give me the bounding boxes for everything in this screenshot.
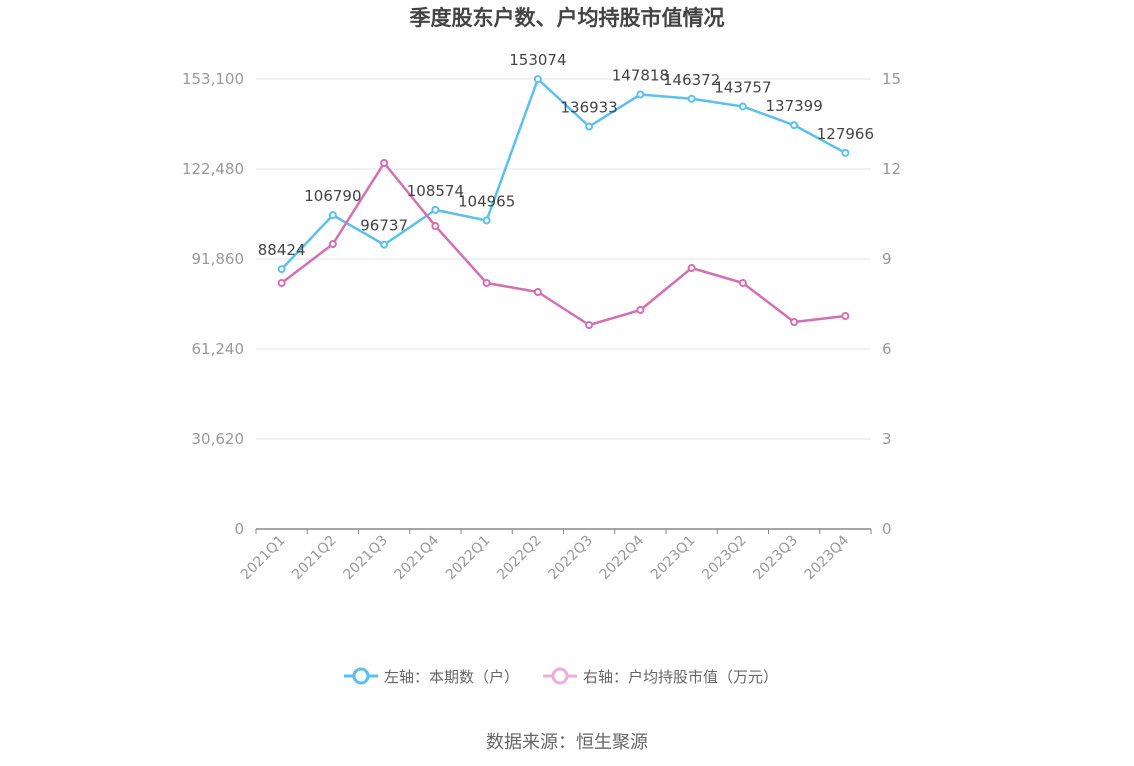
legend-label: 右轴：户均持股市值（万元）: [583, 668, 778, 686]
data-point-series-2: [482, 279, 491, 287]
data-point-series-1: [328, 211, 337, 220]
x-tick-label: 2021Q3: [340, 533, 391, 584]
x-tick-label: 2022Q1: [443, 533, 494, 584]
x-tick-label: 2021Q1: [238, 533, 289, 584]
grid-lines: [256, 78, 871, 440]
x-axis-ticks: 2021Q1 2021Q2 2021Q3 2021Q4 2022Q1 2022Q2 2022…: [238, 532, 852, 583]
x-tick-label: 2022Q4: [597, 532, 648, 583]
data-point-series-2: [841, 312, 850, 320]
data-point-series-2: [636, 306, 645, 314]
data-label: 137399: [765, 97, 822, 115]
left-tick-label: 30,620: [192, 430, 245, 448]
data-point-series-1: [585, 122, 594, 131]
series-line-1: [280, 77, 846, 270]
left-tick-label: 122,480: [182, 160, 244, 178]
data-point-series-1: [636, 90, 645, 99]
legend-item-1[interactable]: 左轴：本期数（户）: [344, 667, 519, 686]
data-label: 147818: [612, 67, 669, 85]
x-tick-label: 2021Q4: [392, 532, 443, 583]
data-point-series-2: [687, 264, 696, 272]
legend-item-2[interactable]: 右轴：户均持股市值（万元）: [543, 667, 778, 686]
data-point-series-2: [277, 279, 286, 287]
series-group: [277, 75, 850, 329]
data-point-series-2: [328, 240, 337, 248]
data-point-series-1: [533, 75, 542, 84]
left-tick-label: 0: [234, 520, 244, 538]
left-tick-label: 61,240: [192, 340, 245, 358]
legend[interactable]: 左轴：本期数（户） 右轴：户均持股市值（万元）: [344, 667, 778, 686]
data-point-series-1: [277, 265, 286, 274]
x-tick-label: 2023Q1: [648, 533, 699, 584]
right-tick-label: 9: [882, 250, 892, 268]
data-point-series-1: [841, 148, 850, 157]
data-point-series-1: [380, 240, 389, 249]
right-tick-label: 0: [882, 520, 892, 538]
data-point-series-2: [533, 288, 542, 296]
data-point-series-1: [431, 205, 440, 214]
legend-swatch-marker: [551, 667, 569, 685]
data-point-series-1: [738, 102, 747, 111]
data-label: 104965: [458, 192, 515, 210]
left-axis-ticks: 0 30,620 61,240 91,860 122,480 153,100: [182, 70, 244, 538]
data-label: 153074: [509, 51, 566, 69]
data-point-series-1: [790, 121, 799, 130]
x-tick-label: 2022Q2: [494, 533, 545, 584]
data-point-series-2: [790, 318, 799, 326]
right-tick-label: 3: [882, 430, 892, 448]
source-note: 数据来源：恒生聚源: [486, 732, 648, 753]
right-tick-label: 15: [882, 70, 901, 88]
right-tick-label: 12: [882, 160, 901, 178]
series-line-2: [280, 161, 846, 327]
data-label: 88424: [258, 241, 306, 259]
x-tick-label: 2023Q3: [750, 533, 801, 584]
data-point-series-2: [431, 222, 440, 230]
data-label: 96737: [360, 217, 408, 235]
x-tick-label: 2023Q2: [699, 533, 750, 584]
x-tick-label: 2023Q4: [802, 532, 853, 583]
data-label: 127966: [817, 125, 874, 143]
data-point-series-2: [380, 159, 389, 167]
legend-swatch-marker: [352, 667, 370, 685]
data-label: 143757: [714, 78, 771, 96]
x-tick-label: 2021Q2: [289, 533, 340, 584]
right-axis-ticks: 0 3 6 9 12 15: [882, 70, 901, 538]
data-point-series-2: [585, 321, 594, 329]
right-tick-label: 6: [882, 340, 892, 358]
data-point-series-1: [482, 216, 491, 225]
legend-label: 左轴：本期数（户）: [384, 668, 519, 686]
axes: [255, 528, 872, 534]
data-label: 108574: [407, 182, 464, 200]
chart-title: 季度股东户数、户均持股市值情况: [410, 6, 725, 30]
data-label: 106790: [304, 187, 361, 205]
x-tick-label: 2022Q3: [545, 533, 596, 584]
left-tick-label: 153,100: [182, 70, 244, 88]
data-point-series-2: [738, 279, 747, 287]
left-tick-label: 91,860: [192, 250, 245, 268]
data-label: 136933: [560, 99, 617, 117]
data-point-series-1: [687, 94, 696, 103]
data-label: 146372: [663, 71, 720, 89]
